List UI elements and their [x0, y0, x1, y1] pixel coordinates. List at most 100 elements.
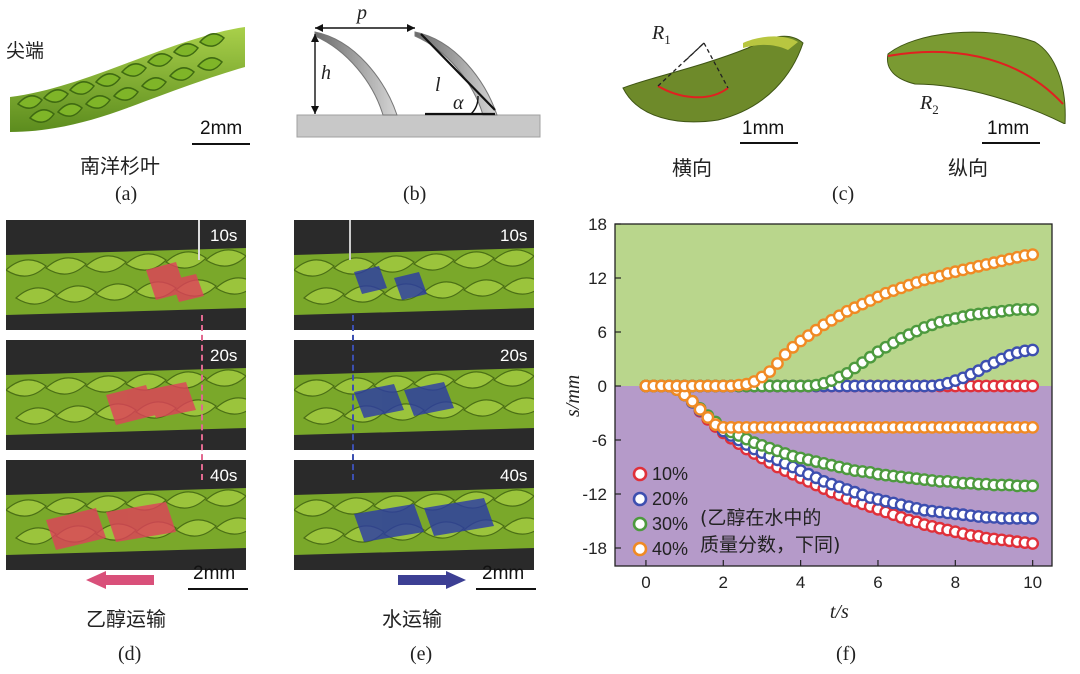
panel-d: 10s 20s — [0, 215, 270, 674]
point-40%-neg — [693, 402, 707, 416]
r2-letter: R — [920, 92, 933, 114]
caption-a: (a) — [115, 183, 138, 205]
frame-e-2 — [294, 340, 534, 450]
r1-sub: 1 — [664, 32, 671, 47]
x-tick-label: 6 — [873, 573, 882, 592]
time-e-3: 40s — [500, 466, 528, 485]
panel-f: 18 12 6 0 -6 -12 -18 0 2 4 6 8 10 s/mm t/s 10% 20% 30%… — [560, 210, 1080, 674]
positive-region — [615, 224, 1052, 386]
y-tick-label: 6 — [598, 323, 607, 342]
legend-marker — [632, 491, 648, 507]
scale-bar-label-c1: 1mm — [742, 118, 785, 139]
caption-e: (e) — [410, 643, 433, 665]
leaf-strip — [294, 488, 534, 555]
label-r2: R2 — [920, 92, 939, 118]
caption-d: (d) — [118, 643, 142, 665]
plot-frame — [614, 223, 1053, 567]
water-transport-label: 水运输 — [382, 607, 442, 631]
legend-label: 10% — [652, 464, 688, 484]
label-h: h — [321, 62, 331, 84]
point-10%-pos — [1026, 379, 1040, 393]
time-d-1: 10s — [210, 226, 238, 245]
geometry-diagram — [296, 24, 541, 138]
time-d-3: 40s — [210, 466, 238, 485]
x-axis-label: t/s — [830, 601, 849, 623]
y-axis-label: s/mm — [562, 375, 584, 417]
legend-marker — [632, 466, 648, 482]
scale-bar-label-a: 2mm — [200, 118, 243, 139]
scale-bar-c1 — [740, 142, 798, 144]
y-tick-label: -18 — [582, 539, 607, 558]
dash-line-d — [201, 315, 203, 480]
scale-bar-label-c2: 1mm — [987, 118, 1030, 139]
point-30%-pos — [1026, 303, 1040, 316]
ethanol-transport-label: 乙醇运输 — [86, 607, 166, 631]
transverse-section — [622, 35, 804, 123]
x-tick-label: 4 — [796, 573, 805, 592]
scale-bar-c2 — [982, 142, 1040, 144]
scale-bar-label-e: 2mm — [482, 563, 525, 584]
label-alpha: α — [453, 92, 464, 114]
frame-d-2 — [6, 340, 246, 450]
leaf-strip — [6, 368, 246, 435]
caption-c: (c) — [832, 183, 855, 205]
frame-e-1 — [294, 220, 534, 330]
caption-b: (b) — [403, 183, 427, 205]
point-40%-neg — [685, 394, 699, 408]
frame-e-3 — [294, 460, 534, 570]
label-l: l — [435, 74, 441, 96]
transverse-label: 横向 — [672, 156, 712, 180]
leaf-strip — [294, 220, 534, 315]
frames-d: 10s 20s — [6, 220, 246, 570]
point-20%-neg — [1026, 511, 1040, 525]
point-40%-pos — [763, 365, 777, 379]
note-line-2: 质量分数，下同) — [700, 534, 841, 556]
r1-letter: R — [652, 22, 665, 44]
y-tick-label: 18 — [588, 215, 607, 234]
point-40%-neg — [1026, 420, 1040, 434]
legend-marker — [632, 516, 648, 532]
note-line-1: (乙醇在水中的 — [700, 507, 822, 529]
y-tick-label: 12 — [588, 269, 607, 288]
panel-c: R1 1mm 横向 R2 1mm 纵向 (c) — [600, 0, 1080, 210]
left-arrow — [86, 571, 154, 589]
scale-bar-label-d: 2mm — [193, 563, 236, 584]
right-arrow — [398, 571, 466, 589]
series-40% — [639, 248, 1040, 434]
point-20%-pos — [1026, 343, 1040, 357]
point-30%-neg — [1026, 479, 1040, 493]
dash-line-e — [352, 315, 354, 480]
point-40%-pos — [778, 348, 792, 361]
x-tick-label: 8 — [951, 573, 960, 592]
tip-label: 尖端 — [6, 40, 45, 62]
frame-d-1 — [6, 220, 246, 330]
scale-bar-d — [188, 588, 248, 590]
displacement-chart: 18 12 6 0 -6 -12 -18 0 2 4 6 8 10 s/mm t/s 10% 20% 30%… — [562, 215, 1053, 623]
y-tick-label: -6 — [592, 431, 607, 450]
legend-label: 30% — [652, 514, 688, 534]
panel-e: 10s 20s — [290, 215, 560, 674]
longitudinal-label: 纵向 — [948, 156, 988, 180]
frames-e: 10s 20s — [294, 220, 534, 570]
panel-b: p h l α (b) — [285, 0, 550, 210]
caption-f: (f) — [836, 643, 856, 665]
legend-marker — [632, 541, 648, 557]
leaf-strip — [6, 220, 246, 315]
time-e-2: 20s — [500, 346, 528, 365]
x-tick-label: 0 — [641, 573, 650, 592]
point-40%-neg — [701, 411, 715, 424]
legend-label: 20% — [652, 489, 688, 509]
scale-bar-e — [476, 588, 536, 590]
leaf-photo — [10, 27, 245, 132]
r2-sub: 2 — [932, 102, 939, 117]
y-tick-label: -12 — [582, 485, 607, 504]
leaf-strip — [294, 368, 534, 435]
point-40%-pos — [1026, 248, 1040, 261]
panel-a: 尖端 2mm 南洋杉叶 (a) — [0, 0, 270, 210]
time-e-1: 10s — [500, 226, 528, 245]
y-tick-label: 0 — [598, 377, 607, 396]
time-d-2: 20s — [210, 346, 238, 365]
frame-d-3 — [6, 460, 246, 570]
point-40%-pos — [771, 357, 784, 370]
x-tick-label: 2 — [719, 573, 728, 592]
